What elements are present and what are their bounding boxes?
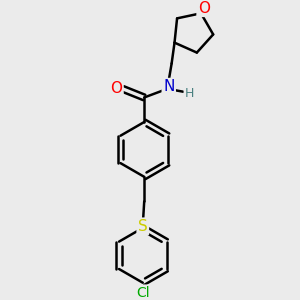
Text: Cl: Cl	[136, 286, 150, 300]
Text: O: O	[110, 81, 122, 96]
Text: H: H	[185, 87, 194, 100]
Text: N: N	[163, 79, 174, 94]
Text: S: S	[138, 219, 148, 234]
Text: O: O	[198, 1, 210, 16]
